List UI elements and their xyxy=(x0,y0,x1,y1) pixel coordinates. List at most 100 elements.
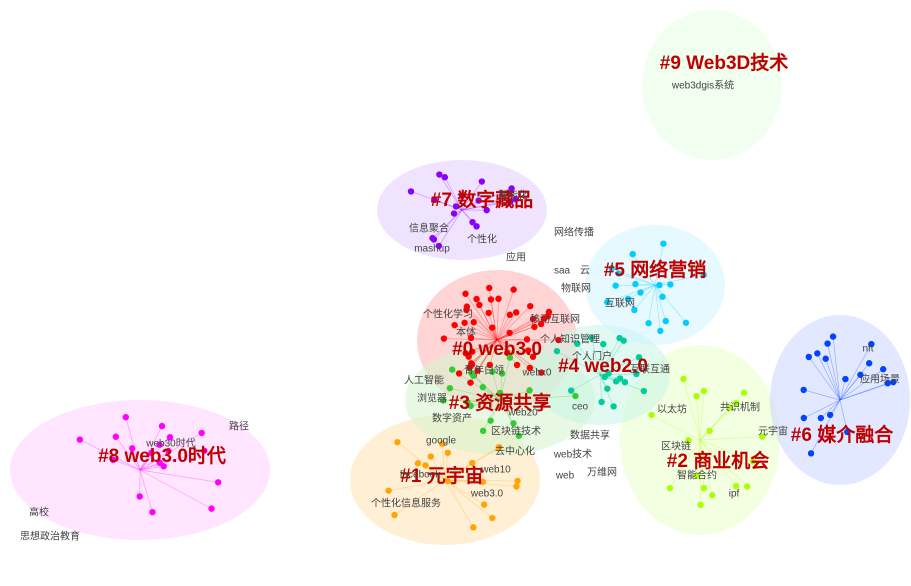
keyword-label: 数据共享 xyxy=(570,429,610,442)
link xyxy=(444,479,474,528)
link xyxy=(471,339,498,365)
link xyxy=(496,318,545,341)
link xyxy=(499,395,576,401)
node xyxy=(122,413,129,421)
node xyxy=(545,308,553,316)
node xyxy=(759,433,766,440)
node xyxy=(129,445,136,452)
node xyxy=(435,242,443,250)
node xyxy=(394,438,401,446)
link xyxy=(461,181,483,211)
keyword-label: 互联互通 xyxy=(630,364,670,376)
cluster-area xyxy=(585,225,725,345)
keyword-label: 个人知识管理 xyxy=(540,333,600,346)
cluster-label: #0 web3.0 xyxy=(452,339,542,360)
link xyxy=(125,417,141,471)
link xyxy=(696,396,701,441)
link xyxy=(496,316,548,341)
node xyxy=(496,444,503,451)
link xyxy=(808,356,841,401)
keyword-label: 青年白领 xyxy=(464,364,504,377)
node xyxy=(444,449,451,456)
node xyxy=(567,387,575,394)
node xyxy=(478,178,486,185)
node xyxy=(842,375,849,383)
link xyxy=(479,304,498,341)
node xyxy=(527,302,534,310)
node xyxy=(506,354,514,361)
link xyxy=(839,343,872,401)
link xyxy=(482,399,501,432)
node xyxy=(385,487,392,494)
node xyxy=(436,171,443,178)
node xyxy=(112,433,120,440)
link xyxy=(465,293,498,341)
node xyxy=(468,459,476,467)
node xyxy=(610,403,617,410)
link xyxy=(470,399,501,407)
cluster-label: #9 Web3D技术 xyxy=(660,51,788,74)
node xyxy=(726,404,734,411)
node xyxy=(496,389,504,397)
node xyxy=(555,336,562,344)
node xyxy=(486,284,493,292)
node xyxy=(513,361,521,369)
node xyxy=(604,298,611,306)
link xyxy=(441,443,446,481)
link xyxy=(496,339,534,358)
link xyxy=(839,363,870,401)
link xyxy=(472,375,501,401)
link xyxy=(699,439,713,496)
node xyxy=(608,265,615,272)
link xyxy=(556,350,601,376)
node xyxy=(805,353,813,361)
link xyxy=(599,344,604,376)
keyword-label: web10 xyxy=(480,465,511,476)
node xyxy=(538,369,545,376)
link xyxy=(444,177,463,211)
node xyxy=(507,198,514,205)
node xyxy=(489,368,496,375)
node xyxy=(149,508,156,516)
node xyxy=(537,320,545,328)
node xyxy=(486,361,494,369)
link xyxy=(490,399,501,421)
link xyxy=(461,188,512,211)
node xyxy=(438,440,446,447)
keyword-label: web3.0 xyxy=(470,489,504,500)
cluster-area xyxy=(530,325,670,425)
node xyxy=(487,296,495,303)
node xyxy=(706,427,713,435)
link xyxy=(471,339,498,364)
node xyxy=(662,317,669,325)
keyword-label: web20 xyxy=(507,408,538,419)
node xyxy=(857,371,864,378)
link xyxy=(634,284,656,311)
link xyxy=(496,339,542,373)
link xyxy=(654,284,661,331)
keyword-label: web xyxy=(555,471,575,482)
node xyxy=(414,460,422,467)
node xyxy=(467,379,474,386)
node xyxy=(473,295,480,303)
link xyxy=(496,289,514,341)
node xyxy=(612,378,620,385)
node xyxy=(826,411,834,419)
link xyxy=(139,452,152,471)
link xyxy=(825,358,841,401)
link xyxy=(444,479,483,483)
link xyxy=(839,381,894,401)
node xyxy=(817,414,825,422)
link xyxy=(131,448,141,471)
link xyxy=(496,326,535,341)
node xyxy=(214,479,222,486)
node xyxy=(156,441,163,448)
keyword-label: 个性化学习 xyxy=(423,308,473,321)
link xyxy=(467,399,501,403)
link xyxy=(839,382,888,401)
keyword-label: ceo xyxy=(572,402,589,413)
link xyxy=(466,309,498,341)
node xyxy=(865,360,873,367)
link xyxy=(607,284,656,303)
link xyxy=(473,321,498,341)
